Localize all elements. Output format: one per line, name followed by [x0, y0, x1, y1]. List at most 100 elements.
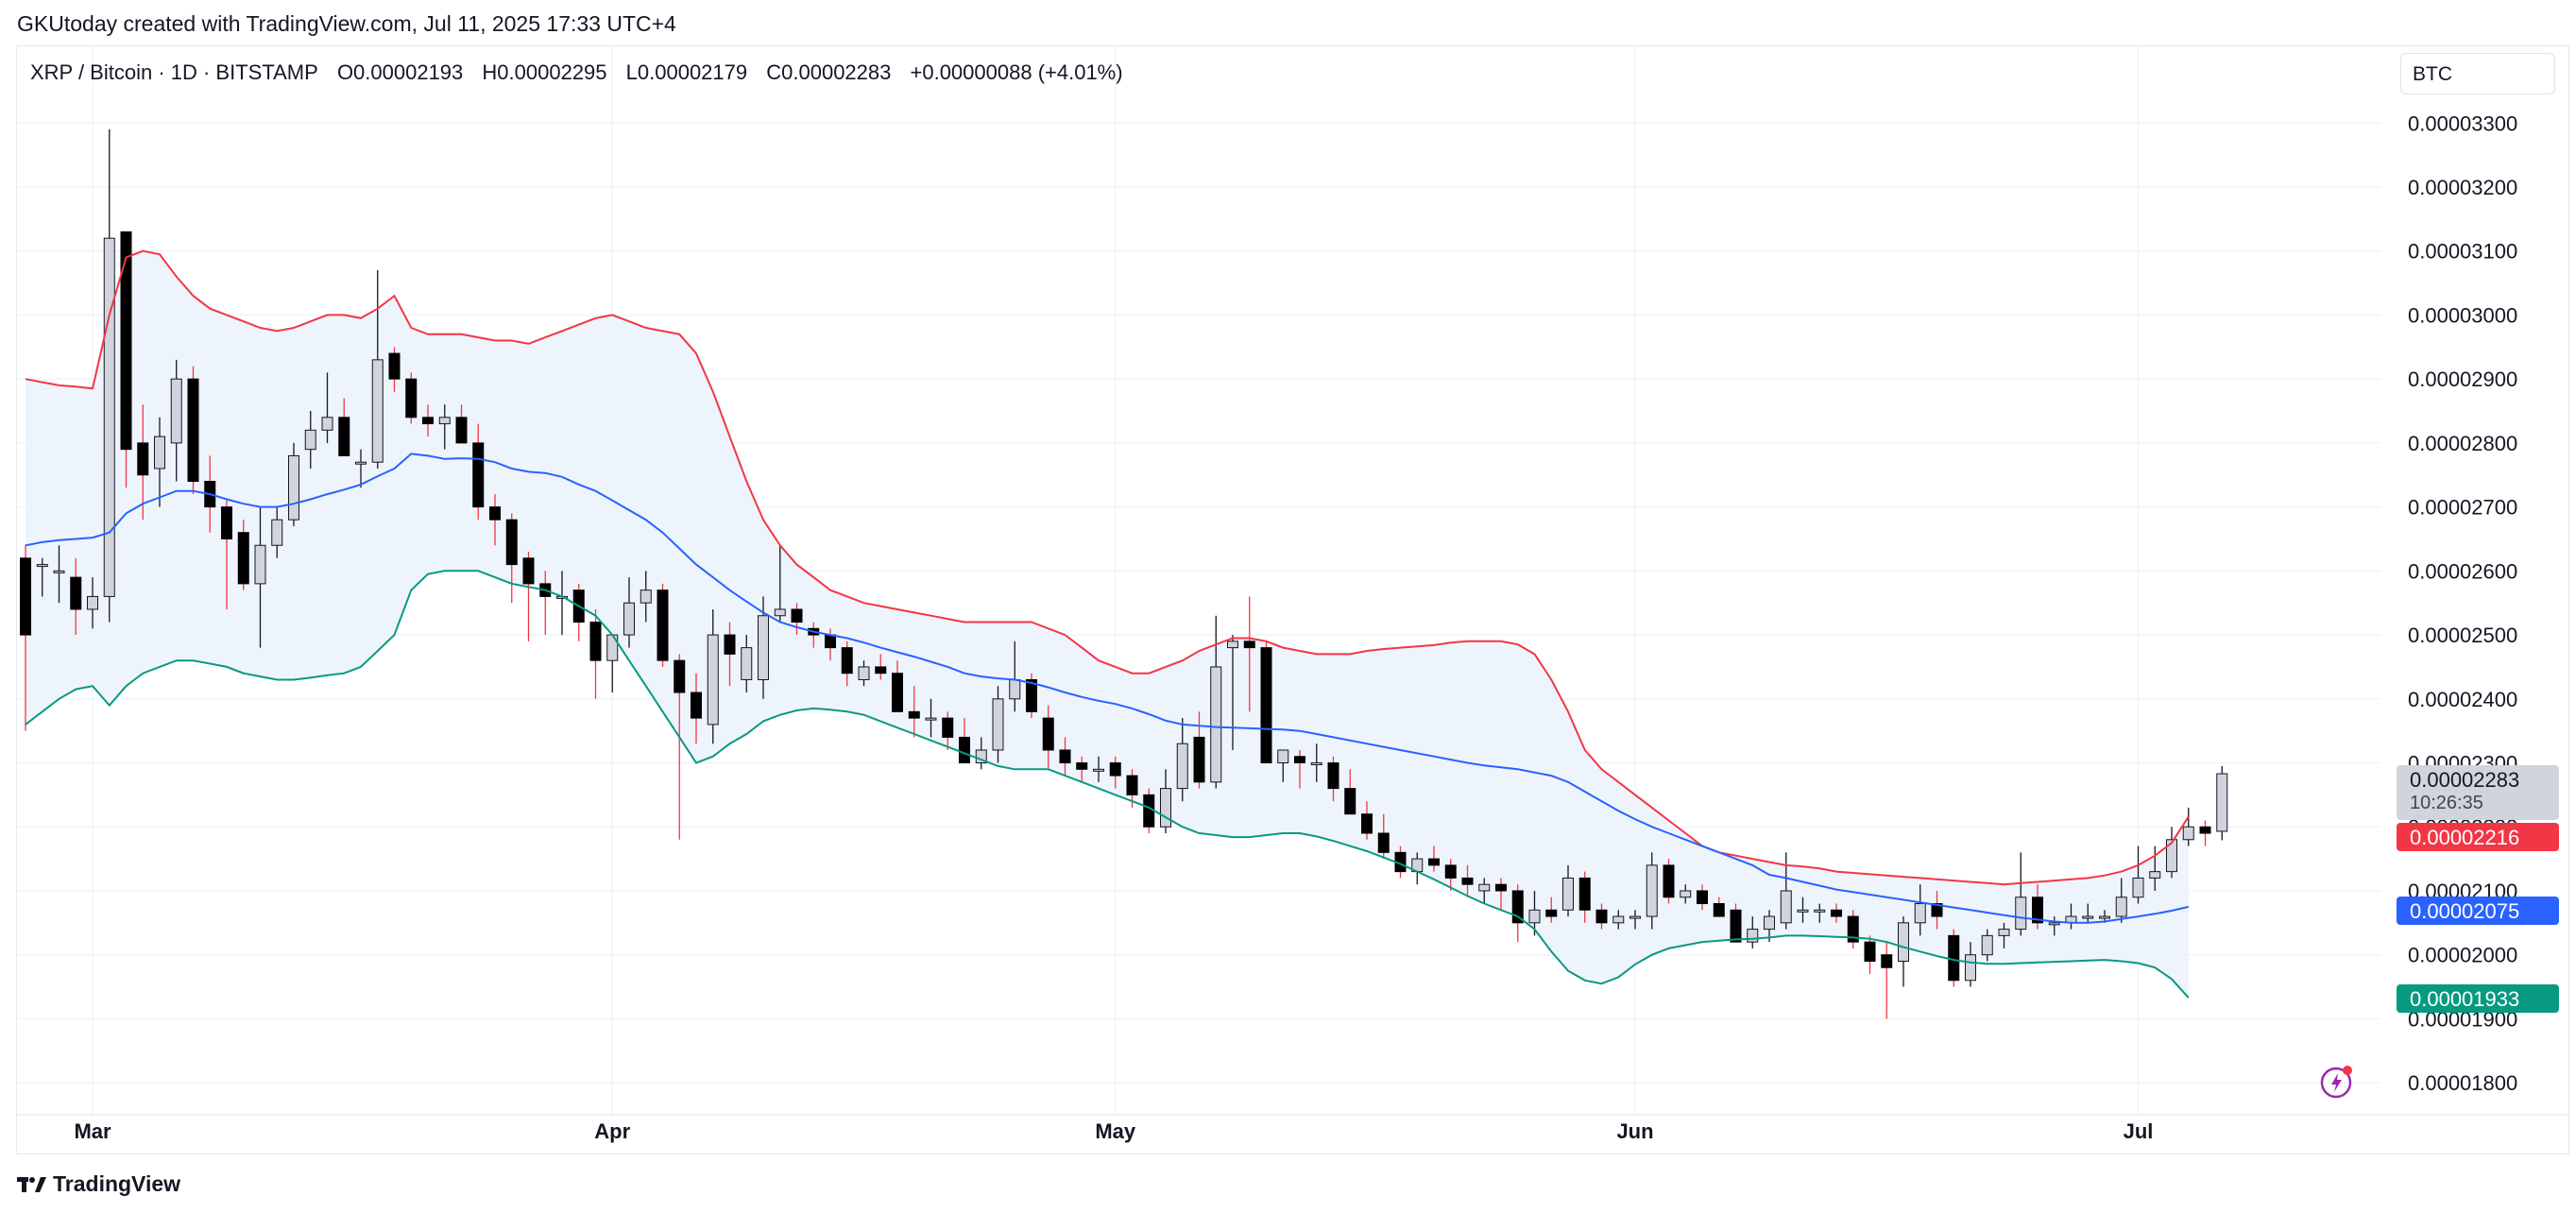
candle[interactable] — [1227, 635, 1238, 750]
candle[interactable] — [741, 635, 753, 693]
candle[interactable] — [791, 603, 803, 636]
candle[interactable] — [321, 372, 333, 443]
tradingview-brand[interactable]: TradingView — [17, 1171, 180, 1197]
candle[interactable] — [1730, 903, 1742, 943]
candle[interactable] — [1847, 910, 1859, 948]
candle[interactable] — [1898, 916, 1909, 987]
candle[interactable] — [1595, 903, 1608, 930]
candle[interactable] — [2216, 765, 2228, 841]
candle[interactable] — [975, 737, 987, 770]
candle[interactable] — [925, 698, 937, 738]
candle[interactable] — [53, 545, 65, 604]
candle[interactable] — [2199, 820, 2211, 846]
candle[interactable] — [1931, 890, 1943, 930]
candle[interactable] — [1965, 942, 1976, 987]
candle[interactable] — [1277, 749, 1289, 782]
candle[interactable] — [1612, 910, 1625, 930]
candle[interactable] — [1210, 615, 1222, 789]
candle[interactable] — [1310, 743, 1322, 782]
candle[interactable] — [355, 449, 367, 488]
candle[interactable] — [1042, 705, 1054, 770]
candle[interactable] — [1747, 916, 1759, 948]
candle[interactable] — [1797, 897, 1809, 923]
candle[interactable] — [371, 270, 384, 469]
candle[interactable] — [1361, 801, 1373, 840]
flash-icon[interactable] — [2319, 1064, 2355, 1100]
candle[interactable] — [858, 660, 870, 687]
candle[interactable] — [657, 583, 669, 667]
candle[interactable] — [1646, 852, 1658, 930]
candle[interactable] — [1578, 871, 1591, 923]
candle[interactable] — [2015, 852, 2027, 936]
candle[interactable] — [1176, 718, 1188, 802]
candle[interactable] — [36, 557, 48, 597]
candle[interactable] — [1444, 859, 1457, 891]
candle[interactable] — [606, 634, 619, 693]
candle[interactable] — [1948, 929, 1960, 987]
candle[interactable] — [288, 442, 299, 526]
candle[interactable] — [505, 513, 518, 604]
candle[interactable] — [1831, 903, 1842, 923]
candle[interactable] — [1143, 788, 1155, 834]
candle[interactable] — [70, 557, 82, 636]
candle[interactable] — [774, 545, 786, 623]
symbol-label[interactable]: XRP / Bitcoin · 1D · BITSTAMP — [30, 60, 318, 84]
candle[interactable] — [2182, 807, 2194, 846]
candle[interactable] — [1428, 846, 1440, 872]
candle[interactable] — [875, 654, 887, 680]
candle[interactable] — [1914, 884, 1926, 936]
candle[interactable] — [405, 372, 418, 424]
candle[interactable] — [1697, 884, 1708, 911]
candle[interactable] — [254, 506, 266, 648]
candle[interactable] — [1663, 859, 1675, 904]
candle[interactable] — [1193, 711, 1205, 789]
candle[interactable] — [959, 718, 970, 764]
candle[interactable] — [589, 608, 602, 699]
candle[interactable] — [1344, 769, 1356, 815]
candle[interactable] — [992, 686, 1004, 763]
candle[interactable] — [2132, 846, 2144, 904]
candle[interactable] — [2082, 903, 2094, 923]
candle[interactable] — [1059, 737, 1071, 777]
candle[interactable] — [187, 366, 199, 495]
candle[interactable] — [724, 622, 736, 687]
candle[interactable] — [1294, 749, 1305, 789]
candle[interactable] — [1998, 922, 2010, 948]
candle[interactable] — [137, 404, 149, 521]
candle[interactable] — [674, 654, 686, 840]
candle[interactable] — [841, 641, 853, 687]
candle[interactable] — [472, 423, 485, 521]
candle[interactable] — [2115, 878, 2127, 923]
candle[interactable] — [237, 520, 249, 590]
candle[interactable] — [1511, 884, 1524, 943]
candle[interactable] — [422, 404, 434, 437]
candle[interactable] — [2048, 916, 2060, 936]
candle[interactable] — [170, 359, 182, 482]
candle[interactable] — [304, 411, 316, 469]
currency-selector[interactable]: BTC — [2400, 53, 2555, 94]
candle[interactable] — [1629, 910, 1641, 930]
candle[interactable] — [455, 404, 468, 444]
candle[interactable] — [1160, 769, 1171, 834]
candle[interactable] — [1495, 878, 1507, 911]
candle[interactable] — [1545, 897, 1558, 923]
candle[interactable] — [388, 347, 401, 392]
candle[interactable] — [1109, 756, 1121, 789]
candle[interactable] — [1260, 641, 1272, 764]
candle[interactable] — [1814, 903, 1826, 923]
candle[interactable] — [2166, 827, 2177, 879]
candle[interactable] — [892, 660, 903, 712]
candle[interactable] — [1243, 596, 1255, 712]
candle[interactable] — [691, 673, 702, 744]
chart-frame[interactable] — [16, 45, 2569, 1154]
candle[interactable] — [942, 711, 954, 750]
candle[interactable] — [522, 552, 535, 641]
candle[interactable] — [489, 494, 501, 546]
candle[interactable] — [1981, 929, 1993, 962]
candle[interactable] — [1461, 864, 1474, 897]
candle[interactable] — [1327, 756, 1339, 802]
candle[interactable] — [1881, 942, 1893, 1019]
candle[interactable] — [20, 545, 31, 731]
candle[interactable] — [154, 417, 165, 507]
candle[interactable] — [572, 583, 585, 641]
